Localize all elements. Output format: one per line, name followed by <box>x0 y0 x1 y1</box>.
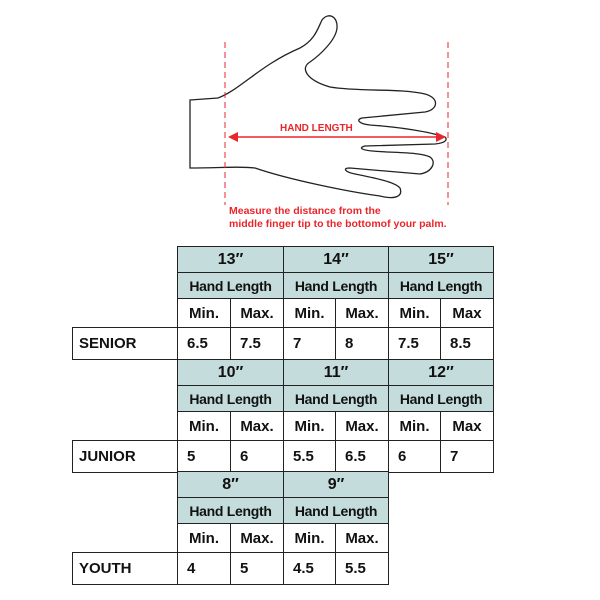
max-header: Max <box>440 298 494 328</box>
size-header: 14″ <box>283 246 389 273</box>
max-value: 7 <box>440 440 494 473</box>
max-value: 6 <box>230 440 284 473</box>
min-header: Min. <box>388 411 441 441</box>
min-header: Min. <box>283 523 336 553</box>
min-header: Min. <box>283 411 336 441</box>
hand-length-header: Hand Length <box>388 272 494 299</box>
arrowhead-left <box>228 132 238 142</box>
hand-length-header: Hand Length <box>283 497 389 524</box>
max-value: 5.5 <box>335 552 389 585</box>
size-header: 9″ <box>283 471 389 498</box>
hand-length-header: Hand Length <box>177 272 284 299</box>
size-header: 11″ <box>283 359 389 386</box>
max-header: Max. <box>335 523 389 553</box>
min-value: 5 <box>177 440 231 473</box>
hand-measurement-diagram: HAND LENGTH Measure the distance from th… <box>0 0 600 240</box>
hand-illustration <box>189 15 449 205</box>
max-header: Max. <box>335 411 389 441</box>
hand-length-header: Hand Length <box>388 385 494 412</box>
max-header: Max. <box>230 411 284 441</box>
measurement-instruction: Measure the distance from the middle fin… <box>229 205 447 231</box>
max-header: Max. <box>230 298 284 328</box>
min-header: Min. <box>388 298 441 328</box>
instruction-line-1: Measure the distance from the <box>229 205 381 217</box>
min-value: 6 <box>388 440 441 473</box>
max-header: Max. <box>335 298 389 328</box>
min-value: 7 <box>283 327 336 360</box>
hand-length-header: Hand Length <box>177 385 284 412</box>
junior-category-label: JUNIOR <box>72 440 178 473</box>
max-value: 5 <box>230 552 284 585</box>
hand-length-label: HAND LENGTH <box>280 123 353 134</box>
max-header: Max <box>440 411 494 441</box>
min-value: 5.5 <box>283 440 336 473</box>
arrowhead-right <box>436 132 446 142</box>
min-value: 7.5 <box>388 327 441 360</box>
size-header: 12″ <box>388 359 494 386</box>
size-header: 13″ <box>177 246 284 273</box>
min-header: Min. <box>177 298 231 328</box>
hand-length-header: Hand Length <box>177 497 284 524</box>
max-header: Max. <box>230 523 284 553</box>
min-header: Min. <box>177 523 231 553</box>
min-header: Min. <box>177 411 231 441</box>
size-header: 10″ <box>177 359 284 386</box>
hand-length-header: Hand Length <box>283 272 389 299</box>
min-value: 4 <box>177 552 231 585</box>
youth-category-label: YOUTH <box>72 552 178 585</box>
instruction-line-2: middle finger tip to the bottomof your p… <box>229 218 447 230</box>
max-value: 6.5 <box>335 440 389 473</box>
size-header: 8″ <box>177 471 284 498</box>
size-header: 15″ <box>388 246 494 273</box>
max-value: 8.5 <box>440 327 494 360</box>
max-value: 7.5 <box>230 327 284 360</box>
min-value: 6.5 <box>177 327 231 360</box>
senior-category-label: SENIOR <box>72 327 178 360</box>
min-header: Min. <box>283 298 336 328</box>
max-value: 8 <box>335 327 389 360</box>
min-value: 4.5 <box>283 552 336 585</box>
hand-length-header: Hand Length <box>283 385 389 412</box>
